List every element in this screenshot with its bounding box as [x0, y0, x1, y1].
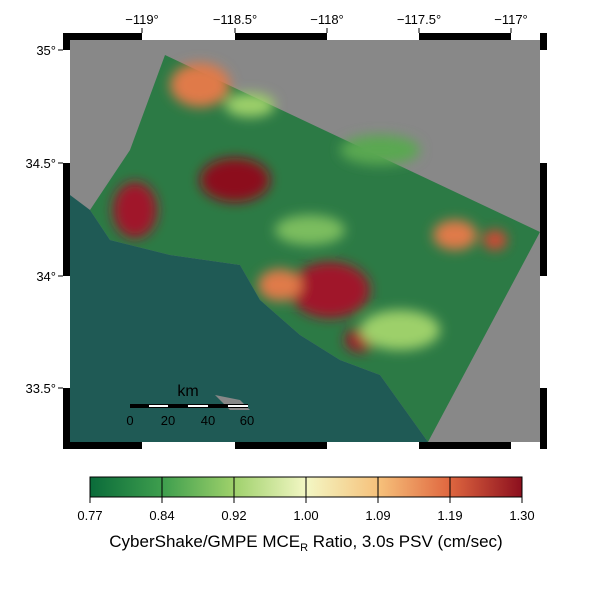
colorbar-tick-label: 0.92	[221, 508, 246, 523]
lon-tick-label: −118.5°	[213, 12, 257, 27]
lon-tick-label: −119°	[125, 12, 159, 27]
lat-tick-label: 34.5°	[25, 156, 56, 171]
scale-tick-label: 40	[201, 413, 215, 428]
colorbar-tick-label: 1.30	[509, 508, 534, 523]
scale-tick-label: 60	[240, 413, 254, 428]
lat-tick-label: 33.5°	[25, 381, 56, 396]
ocean	[70, 195, 428, 442]
colorbar-tick-label: 0.84	[149, 508, 174, 523]
lat-tick-label: 34°	[36, 269, 56, 284]
colorbar-caption: CyberShake/GMPE MCER Ratio, 3.0s PSV (cm…	[109, 532, 502, 554]
scale-bar	[228, 405, 248, 407]
scale-bar	[188, 405, 208, 407]
ratio-field	[113, 63, 507, 352]
lon-tick-label: −117°	[494, 12, 528, 27]
colorbar-tick-label: 1.00	[293, 508, 318, 523]
lon-tick-label: −118°	[310, 12, 344, 27]
scale-title: km	[177, 383, 198, 400]
frame-bars	[63, 33, 547, 449]
colorbar-tick-label: 1.19	[437, 508, 462, 523]
colorbar-tick-label: 0.77	[77, 508, 102, 523]
lat-tick-label: 35°	[36, 43, 56, 58]
data-region	[90, 55, 540, 442]
lon-tick-label: −117.5°	[397, 12, 441, 27]
scale-tick-label: 20	[161, 413, 175, 428]
scale-tick-label: 0	[126, 413, 133, 428]
scale-bar	[149, 405, 168, 407]
colorbar-tick-label: 1.09	[365, 508, 390, 523]
